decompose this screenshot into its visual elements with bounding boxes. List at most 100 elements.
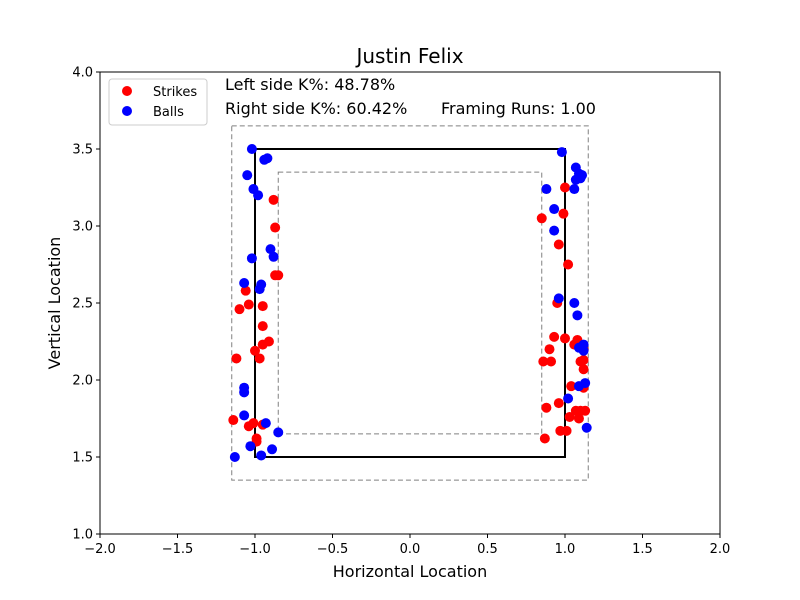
point-balls <box>577 170 588 181</box>
legend: Strikes Balls <box>108 78 208 126</box>
point-balls <box>549 204 560 215</box>
point-balls <box>246 253 257 264</box>
point-balls <box>229 452 240 462</box>
y-axis-label: Vertical Location <box>45 237 64 370</box>
point-strikes <box>573 413 584 424</box>
x-tick-label: 1.5 <box>632 542 653 557</box>
point-balls <box>260 418 271 429</box>
point-strikes <box>257 321 268 332</box>
legend-box <box>108 78 208 126</box>
point-strikes <box>248 418 259 429</box>
point-strikes <box>560 333 570 344</box>
point-balls <box>245 441 256 452</box>
x-tick-label: 1.0 <box>555 542 576 557</box>
point-strikes <box>564 411 575 422</box>
y-axis: 1.0 1.5 2.0 2.5 3.0 3.5 4.0 <box>72 66 100 543</box>
x-tick-label: 2.0 <box>710 542 731 557</box>
point-strikes <box>553 398 564 409</box>
right-k-annotation: Right side K%: 60.42% <box>225 99 407 118</box>
zone-layer <box>231 125 589 481</box>
y-tick-label: 3.5 <box>72 143 93 158</box>
point-strikes <box>268 194 279 205</box>
point-strikes <box>228 415 239 426</box>
point-strikes <box>243 299 254 310</box>
x-axis: −2.0 −1.5 −1.0 −0.5 0.0 0.5 1.0 1.5 2.0 <box>84 534 730 557</box>
point-balls <box>580 378 591 389</box>
x-tick-label: 0.5 <box>477 542 498 557</box>
legend-marker-balls <box>122 106 132 116</box>
point-strikes <box>257 301 268 312</box>
legend-label-balls: Balls <box>153 105 184 120</box>
point-balls <box>256 450 267 461</box>
point-balls <box>578 339 589 350</box>
point-strikes <box>560 182 570 193</box>
y-tick-label: 3.0 <box>72 220 93 235</box>
left-k-annotation: Left side K%: 48.78% <box>225 75 395 94</box>
inner-zone-rect <box>277 171 543 435</box>
point-balls <box>273 427 284 438</box>
legend-label-strikes: Strikes <box>153 85 197 100</box>
point-strikes <box>231 353 242 364</box>
point-strikes <box>580 405 591 416</box>
point-balls <box>581 422 592 433</box>
point-balls <box>239 387 250 398</box>
point-strikes <box>539 433 550 444</box>
point-strikes <box>578 364 589 375</box>
point-balls <box>268 251 279 262</box>
point-balls <box>553 293 564 304</box>
x-tick-label: −1.0 <box>239 542 271 557</box>
point-balls <box>549 225 560 236</box>
point-balls <box>572 310 583 321</box>
point-strikes <box>273 270 284 281</box>
x-tick-label: 0.0 <box>400 542 421 557</box>
x-axis-label: Horizontal Location <box>333 562 487 581</box>
point-strikes <box>240 285 251 296</box>
point-balls <box>242 170 253 181</box>
strike-zone-rect <box>254 148 566 458</box>
point-balls <box>246 144 257 154</box>
point-balls <box>262 153 273 164</box>
point-balls <box>256 279 267 290</box>
point-strikes <box>563 259 574 270</box>
y-tick-label: 1.5 <box>72 451 93 466</box>
point-strikes <box>561 425 572 436</box>
y-tick-label: 2.0 <box>72 374 93 389</box>
point-strikes <box>263 336 274 347</box>
points-layer <box>228 144 592 462</box>
point-balls <box>556 147 567 158</box>
point-strikes <box>538 356 549 367</box>
point-balls <box>569 184 580 195</box>
point-strikes <box>234 304 245 315</box>
point-balls <box>239 410 250 421</box>
point-balls <box>569 298 580 308</box>
point-strikes <box>270 222 281 233</box>
framing-runs-annotation: Framing Runs: 1.00 <box>441 99 596 118</box>
y-tick-label: 1.0 <box>72 528 93 543</box>
point-strikes <box>549 331 560 342</box>
point-balls <box>541 184 552 195</box>
point-strikes <box>546 356 557 367</box>
point-strikes <box>566 381 577 392</box>
point-strikes <box>578 354 589 365</box>
point-strikes <box>544 344 555 355</box>
outer-zone-rect <box>231 125 589 481</box>
x-tick-label: −0.5 <box>317 542 349 557</box>
y-tick-label: 4.0 <box>72 66 93 81</box>
point-strikes <box>553 239 564 250</box>
point-strikes <box>254 353 265 364</box>
plot-frame <box>99 71 721 535</box>
x-tick-label: −2.0 <box>84 542 116 557</box>
y-tick-label: 2.5 <box>72 297 93 312</box>
chart-title: Justin Felix <box>354 44 463 68</box>
x-tick-label: −1.5 <box>162 542 194 557</box>
point-balls <box>267 444 278 455</box>
point-strikes <box>536 213 547 224</box>
point-balls <box>265 244 276 255</box>
legend-marker-strikes <box>122 86 132 96</box>
point-balls <box>563 393 574 404</box>
point-balls <box>253 190 264 201</box>
point-strikes <box>250 345 260 356</box>
point-strikes <box>558 208 569 219</box>
point-strikes <box>541 402 552 413</box>
